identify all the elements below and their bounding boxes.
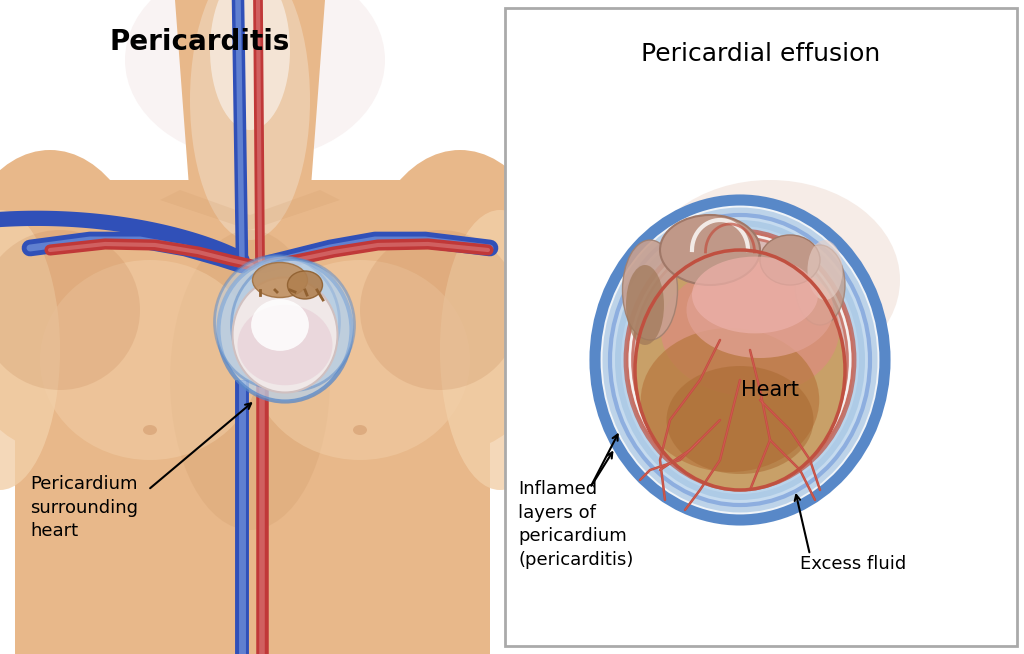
Ellipse shape: [686, 262, 834, 358]
Ellipse shape: [626, 265, 664, 345]
Ellipse shape: [214, 256, 340, 388]
Text: Pericardial effusion: Pericardial effusion: [641, 42, 881, 66]
Polygon shape: [0, 0, 500, 654]
Ellipse shape: [640, 180, 900, 380]
Ellipse shape: [170, 230, 330, 530]
Ellipse shape: [218, 258, 351, 402]
Ellipse shape: [602, 207, 878, 513]
Ellipse shape: [360, 150, 560, 450]
Ellipse shape: [692, 256, 818, 334]
Ellipse shape: [760, 235, 820, 285]
Ellipse shape: [288, 271, 323, 299]
Polygon shape: [160, 190, 340, 230]
Ellipse shape: [40, 260, 260, 460]
Ellipse shape: [232, 277, 338, 392]
Text: Heart: Heart: [741, 380, 799, 400]
Text: Excess fluid: Excess fluid: [800, 555, 906, 573]
Ellipse shape: [626, 231, 854, 489]
Ellipse shape: [808, 240, 843, 300]
Text: Inflamed
layers of
pericardium
(pericarditis): Inflamed layers of pericardium (pericard…: [518, 480, 634, 569]
Text: Pericarditis: Pericarditis: [110, 28, 290, 56]
Ellipse shape: [251, 299, 309, 351]
Ellipse shape: [660, 215, 760, 285]
Ellipse shape: [635, 250, 845, 490]
Polygon shape: [0, 180, 500, 320]
Ellipse shape: [630, 210, 750, 390]
Ellipse shape: [0, 150, 150, 450]
Ellipse shape: [595, 200, 885, 520]
Ellipse shape: [250, 260, 470, 460]
Text: Pericardium
surrounding
heart: Pericardium surrounding heart: [30, 475, 138, 540]
Ellipse shape: [641, 328, 819, 472]
Ellipse shape: [615, 220, 865, 500]
Ellipse shape: [210, 0, 290, 130]
Ellipse shape: [143, 425, 157, 435]
Polygon shape: [15, 200, 490, 654]
Ellipse shape: [360, 230, 520, 390]
Ellipse shape: [0, 210, 60, 490]
Polygon shape: [175, 0, 325, 200]
Ellipse shape: [667, 366, 813, 474]
Ellipse shape: [623, 240, 678, 340]
FancyBboxPatch shape: [505, 8, 1017, 646]
Ellipse shape: [353, 425, 367, 435]
Ellipse shape: [610, 215, 870, 505]
Ellipse shape: [231, 260, 354, 390]
Ellipse shape: [253, 262, 307, 298]
Ellipse shape: [190, 0, 310, 240]
Ellipse shape: [238, 305, 333, 385]
Ellipse shape: [621, 226, 859, 494]
Ellipse shape: [125, 0, 385, 160]
Ellipse shape: [660, 264, 840, 396]
Ellipse shape: [795, 245, 845, 325]
Ellipse shape: [440, 210, 560, 490]
Ellipse shape: [0, 230, 140, 390]
